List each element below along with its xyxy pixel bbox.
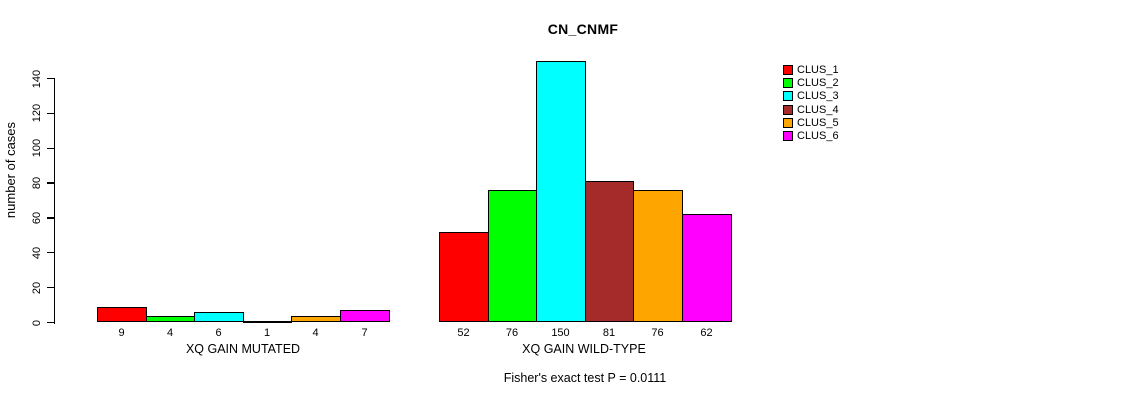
bar-xq-gain-mutated-clus_4 — [243, 320, 292, 323]
legend-swatch-clus_2 — [783, 78, 793, 89]
y-tick — [47, 182, 54, 184]
legend-swatch-clus_5 — [783, 117, 793, 128]
legend-swatch-clus_6 — [783, 131, 793, 141]
x-group-label-wildtype: XQ GAIN WILD-TYPE — [522, 342, 646, 356]
bar-value-label: 9 — [118, 327, 125, 339]
bar-xq-gain-wild-type-clus_6 — [682, 214, 732, 323]
x-group-label-mutated: XQ GAIN MUTATED — [185, 342, 301, 356]
y-tick-label: 140 — [31, 69, 43, 88]
bar-value-label: 52 — [457, 327, 470, 339]
legend-label: CLUS_2 — [797, 77, 839, 90]
bar-xq-gain-mutated-clus_2 — [146, 315, 195, 323]
bar-value-label: 62 — [700, 327, 713, 339]
bar-xq-gain-wild-type-clus_5 — [633, 190, 683, 323]
bar-xq-gain-wild-type-clus_3 — [536, 61, 586, 323]
bar-xq-gain-wild-type-clus_1 — [439, 231, 489, 323]
y-tick-label: 120 — [31, 104, 43, 123]
y-tick-label: 0 — [31, 319, 43, 326]
y-tick-label: 100 — [31, 139, 43, 158]
y-tick — [47, 287, 54, 289]
legend-label: CLUS_1 — [797, 64, 839, 76]
bar-xq-gain-mutated-clus_3 — [194, 312, 244, 323]
legend-label: CLUS_4 — [797, 103, 839, 116]
y-tick — [47, 321, 54, 324]
bar-value-label: 1 — [263, 327, 271, 339]
bar-value-label: 76 — [505, 327, 519, 339]
y-axis-title: number of cases — [3, 121, 18, 219]
bar-value-label: 4 — [166, 327, 174, 339]
y-tick-label: 40 — [31, 246, 43, 259]
bar-xq-gain-wild-type-clus_2 — [488, 190, 537, 323]
legend-swatch-clus_4 — [783, 104, 793, 115]
fisher-test-annotation: Fisher's exact test P = 0.0111 — [503, 371, 667, 385]
y-axis-line — [54, 77, 56, 324]
bar-value-label: 4 — [312, 327, 319, 339]
legend-label: CLUS_5 — [797, 116, 839, 129]
bar-value-label: 6 — [215, 327, 222, 339]
y-tick — [47, 217, 54, 219]
legend-label: CLUS_3 — [797, 90, 839, 103]
y-tick-label: 60 — [31, 211, 43, 225]
y-tick-label: 20 — [31, 281, 43, 294]
bar-xq-gain-wild-type-clus_4 — [585, 181, 634, 323]
bar-value-label: 150 — [551, 327, 570, 339]
bar-xq-gain-mutated-clus_6 — [340, 310, 390, 323]
chart-title: CN_CNMF — [547, 21, 619, 37]
legend-swatch-clus_1 — [783, 65, 793, 75]
y-tick — [47, 252, 54, 254]
bar-value-label: 7 — [361, 327, 368, 339]
legend-swatch-clus_3 — [783, 91, 793, 102]
y-tick-label: 80 — [31, 176, 43, 190]
bar-value-label: 76 — [651, 327, 664, 339]
y-tick — [47, 112, 54, 114]
bar-xq-gain-mutated-clus_5 — [291, 315, 341, 323]
bar-value-label: 81 — [602, 327, 616, 339]
legend-label: CLUS_6 — [797, 130, 839, 142]
y-tick — [47, 77, 54, 80]
y-tick — [47, 147, 54, 149]
bar-xq-gain-mutated-clus_1 — [97, 306, 147, 323]
